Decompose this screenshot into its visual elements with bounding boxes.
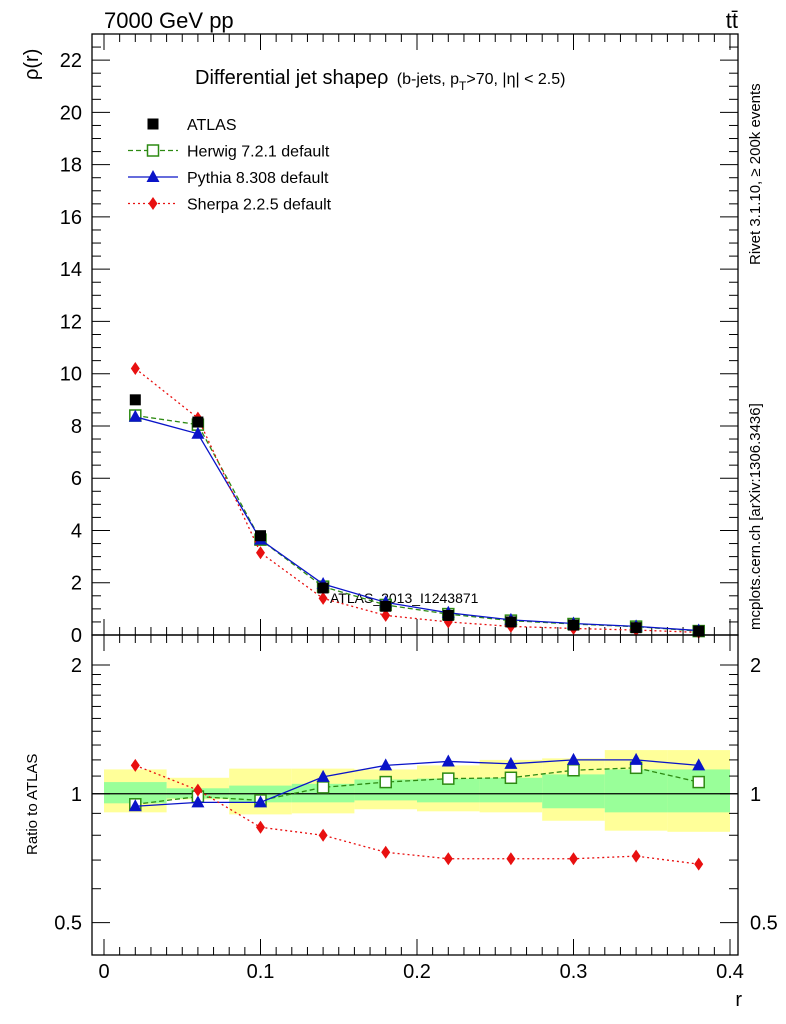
legend-entry-0: ATLAS: [187, 117, 237, 134]
y-tick-label-main: 0: [71, 625, 82, 647]
ratio-band-stat-8: [604, 769, 668, 813]
y-axis-label-main: ρ(r): [21, 49, 43, 80]
chart-title-cut-sub: T: [459, 79, 467, 93]
y-tick-label-main: 10: [60, 364, 82, 386]
main-herwig-line: [135, 414, 699, 632]
ratio-pythia-line: [135, 759, 699, 807]
legend-marker-1: [146, 144, 160, 157]
y-tick-label-main: 6: [71, 468, 82, 490]
main-sherpa-line: [134, 367, 699, 634]
main-data-point: [192, 416, 204, 428]
legend: ATLAS Herwig 7.2.1 default Pythia 8.308 de…: [128, 117, 332, 214]
ratio-herwig-point: [316, 781, 330, 794]
x-tick-label: 0.4: [716, 961, 744, 983]
chart-title-cut: (b-jets, p: [397, 71, 459, 88]
y-tick-label-main: 2: [71, 573, 82, 595]
main-data-point: [693, 625, 705, 637]
ratio-sherpa-point: [443, 852, 453, 866]
energy-label: 7000 GeV pp: [104, 8, 234, 33]
ratio-sherpa-point: [318, 828, 328, 842]
ratio-panel-frame: [91, 634, 739, 956]
ratio-herwig-point: [442, 772, 455, 785]
main-data-point: [568, 619, 579, 631]
ratio-sherpa-point: [256, 820, 265, 834]
process-label: tt̄: [726, 8, 738, 33]
ratio-pythia-point: [379, 758, 393, 771]
legend-entry-3: Sherpa 2.2.5 default: [187, 197, 332, 214]
x-axis-label: r: [735, 989, 742, 1011]
y-tick-label-ratio-left: 2: [71, 655, 82, 677]
ratio-herwig-point: [692, 775, 705, 789]
main-data-point: [380, 600, 392, 612]
y-tick-label-ratio-right: 2: [750, 655, 761, 677]
ratio-sherpa-point: [506, 852, 516, 866]
legend-marker-0: [147, 118, 159, 130]
ratio-band-stat-5: [417, 778, 480, 803]
y-tick-label-main: 8: [71, 416, 82, 438]
ratio-pythia-point: [692, 758, 706, 771]
main-data-point: [255, 530, 266, 542]
ratio-pythia-point: [567, 752, 580, 765]
y-tick-label-ratio-right: 0.5: [750, 913, 778, 935]
ratio-herwig-point: [379, 775, 392, 789]
x-tick-label: 0.1: [247, 961, 275, 983]
y-tick-label-main: 14: [60, 259, 82, 281]
chart-title-main: Differential jet shapeρ: [195, 67, 388, 89]
main-data-point: [442, 609, 454, 621]
ratio-pythia-point: [254, 795, 267, 808]
ratio-sherpa-point: [631, 849, 641, 863]
y-tick-label-main: 20: [60, 102, 82, 124]
x-tick-label: 0.3: [560, 961, 588, 983]
y-tick-label-ratio-left: 1: [71, 784, 82, 806]
ratio-sherpa-point: [569, 852, 578, 866]
chart-title: Differential jet shapeρ (b-jets, pT>70, …: [195, 67, 565, 93]
legend-marker-2: [146, 170, 160, 182]
x-tick-label: 0: [98, 961, 109, 983]
y-tick-label-main: 4: [71, 520, 82, 542]
ratio-band-stat-0: [104, 782, 167, 804]
ratio-herwig-line: [135, 767, 699, 805]
x-tick-label: 0.2: [403, 961, 431, 983]
main-sherpa-point: [318, 591, 328, 605]
main-data-point: [317, 582, 329, 594]
y-tick-label-ratio-left: 0.5: [54, 913, 82, 935]
ratio-sherpa-point: [694, 857, 704, 871]
y-tick-label-main: 16: [60, 207, 82, 229]
mcplots-label: mcplots.cern.ch [arXiv:1306.3436]: [747, 403, 764, 630]
ratio-sherpa-point: [130, 758, 140, 772]
ratio-pythia-point: [629, 752, 643, 765]
main-sherpa-point: [256, 546, 265, 560]
ratio-pythia-point: [316, 769, 330, 782]
ratio-herwig-point: [504, 771, 518, 785]
y-tick-label-main: 22: [60, 50, 82, 72]
main-sherpa-point: [381, 608, 391, 622]
legend-entry-1: Herwig 7.2.1 default: [187, 144, 330, 161]
rivet-label: Rivet 3.1.10, ≥ 200k events: [747, 83, 764, 265]
y-axis-label-ratio: Ratio to ATLAS: [24, 754, 41, 855]
ratio-herwig-point: [567, 764, 580, 777]
main-data-point: [505, 616, 517, 628]
ratio-band-stat-4: [354, 779, 417, 801]
ratio-pythia-point: [504, 756, 518, 769]
ratio-pythia-point: [441, 754, 455, 767]
main-data-point: [129, 394, 141, 406]
main-data-point: [630, 622, 642, 634]
ratio-sherpa-point: [381, 845, 391, 859]
analysis-watermark: ATLAS_2013_I1243871: [330, 590, 479, 606]
y-tick-label-ratio-right: 1: [750, 784, 761, 806]
main-sherpa-point: [130, 361, 140, 375]
ratio-pythia-point: [191, 795, 205, 808]
y-tick-label-main: 18: [60, 155, 82, 177]
ratio-pythia-point: [128, 799, 142, 812]
ratio-band-stat-7: [542, 774, 605, 809]
chart-title-cut-rest: >70, |η| < 2.5): [466, 71, 565, 88]
main-pythia-point: [128, 409, 142, 422]
legend-entry-2: Pythia 8.308 default: [187, 170, 329, 187]
main-pythia-point: [191, 426, 205, 439]
y-tick-label-main: 12: [60, 311, 82, 333]
legend-marker-3: [148, 197, 158, 210]
ratio-sherpa-point: [193, 783, 203, 797]
